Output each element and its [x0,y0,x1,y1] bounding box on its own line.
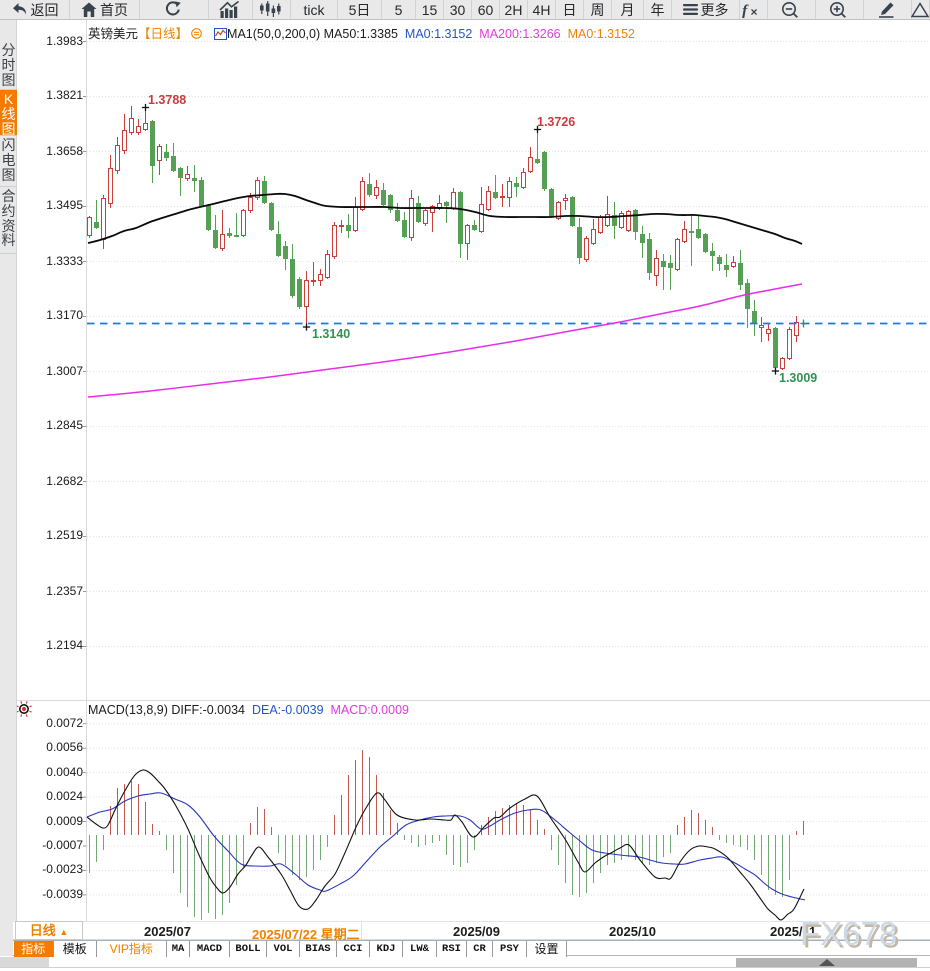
svg-text:×: × [751,5,758,18]
svg-text:f: f [742,2,749,18]
